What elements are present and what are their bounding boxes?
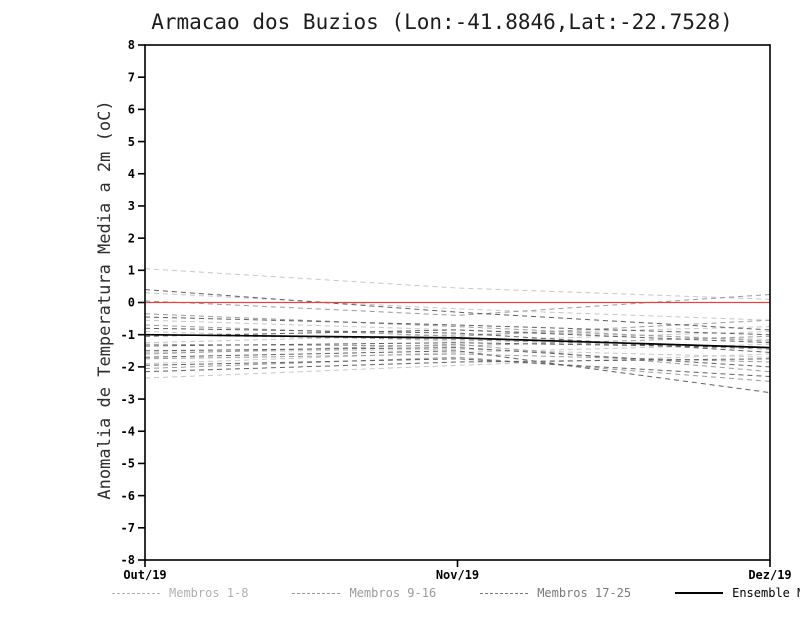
legend: Membros 1-8 Membros 9-16 Membros 17-25 E… (112, 586, 800, 600)
legend-line-swatch (675, 592, 724, 594)
svg-text:-7: -7 (121, 521, 135, 535)
svg-text:-8: -8 (121, 553, 135, 567)
legend-line-swatch (480, 592, 529, 594)
svg-text:5: 5 (128, 135, 135, 149)
svg-text:8: 8 (128, 38, 135, 52)
legend-line-swatch (292, 592, 341, 594)
svg-text:1: 1 (128, 264, 135, 278)
svg-text:4: 4 (128, 167, 135, 181)
svg-text:Nov/19: Nov/19 (436, 568, 479, 582)
chart-title: Armacao dos Buzios (Lon:-41.8846,Lat:-22… (151, 10, 733, 34)
svg-text:2: 2 (128, 231, 135, 245)
svg-text:Out/19: Out/19 (123, 568, 166, 582)
legend-label: Ensemble Mean (732, 586, 800, 600)
svg-text:-5: -5 (121, 457, 135, 471)
svg-text:-6: -6 (121, 489, 135, 503)
svg-text:0: 0 (128, 296, 135, 310)
legend-label: Membros 9-16 (349, 586, 437, 600)
legend-item-membros-1-8: Membros 1-8 (112, 586, 248, 600)
legend-item-ensemble-mean: Ensemble Mean (675, 586, 800, 600)
svg-text:Dez/19: Dez/19 (748, 568, 791, 582)
svg-text:-2: -2 (121, 360, 135, 374)
legend-item-membros-17-25: Membros 17-25 (480, 586, 631, 600)
svg-text:6: 6 (128, 103, 135, 117)
legend-label: Membros 17-25 (537, 586, 632, 600)
svg-text:-4: -4 (121, 424, 135, 438)
svg-text:-3: -3 (121, 392, 135, 406)
svg-text:3: 3 (128, 199, 135, 213)
legend-line-swatch (112, 592, 160, 594)
legend-label: Membros 1-8 (169, 586, 249, 600)
svg-text:7: 7 (128, 70, 135, 84)
legend-item-membros-9-16: Membros 9-16 (292, 586, 436, 600)
svg-text:-1: -1 (121, 328, 135, 342)
